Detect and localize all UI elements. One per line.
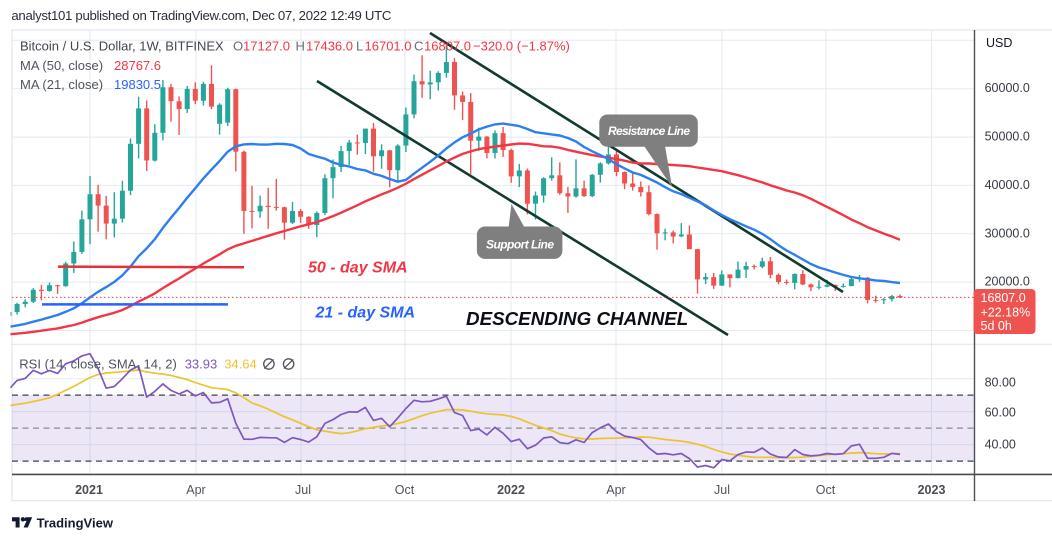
svg-text:33.93: 33.93	[185, 357, 218, 372]
svg-text:MA (21, close): MA (21, close)	[20, 77, 103, 92]
svg-text:O: O	[233, 39, 243, 54]
svg-text:USD: USD	[986, 36, 1012, 50]
svg-text:40000.0: 40000.0	[985, 178, 1030, 192]
svg-text:Apr: Apr	[606, 483, 625, 497]
svg-text:2021: 2021	[75, 483, 103, 497]
svg-text:Jul: Jul	[295, 483, 311, 497]
svg-text:H: H	[296, 39, 305, 54]
svg-text:Support Line: Support Line	[486, 238, 554, 252]
svg-text:20000.0: 20000.0	[985, 275, 1030, 289]
svg-text:MA (50, close): MA (50, close)	[20, 58, 103, 73]
svg-text:80.00: 80.00	[985, 376, 1016, 390]
svg-text:Bitcoin / U.S. Dollar, 1W, BIT: Bitcoin / U.S. Dollar, 1W, BITFINEX	[20, 39, 224, 54]
svg-text:16807.0: 16807.0	[424, 39, 471, 54]
svg-text:60000.0: 60000.0	[985, 81, 1030, 95]
svg-text:RSI (14, close, SMA, 14, 2): RSI (14, close, SMA, 14, 2)	[19, 357, 177, 372]
svg-text:DESCENDING CHANNEL: DESCENDING CHANNEL	[466, 308, 688, 329]
svg-text:16701.0: 16701.0	[365, 39, 412, 54]
svg-text:16807.0: 16807.0	[981, 291, 1026, 305]
svg-text:17127.0: 17127.0	[243, 39, 290, 54]
svg-text:19830.5: 19830.5	[114, 77, 161, 92]
svg-text:Oct: Oct	[816, 483, 836, 497]
svg-text:+22.18%: +22.18%	[981, 306, 1031, 320]
svg-text:60.00: 60.00	[985, 405, 1016, 419]
svg-text:TradingView: TradingView	[37, 516, 114, 531]
svg-text:analyst101 published on Tradin: analyst101 published on TradingView.com,…	[11, 8, 391, 23]
svg-text:Apr: Apr	[186, 483, 205, 497]
svg-text:40.00: 40.00	[985, 437, 1016, 451]
svg-text:−320.0 (−1.87%): −320.0 (−1.87%)	[473, 39, 570, 54]
svg-text:21 - day SMA: 21 - day SMA	[315, 305, 416, 322]
svg-text:30000.0: 30000.0	[985, 226, 1030, 240]
svg-text:50000.0: 50000.0	[985, 130, 1030, 144]
svg-text:5d 0h: 5d 0h	[981, 319, 1012, 333]
svg-text:Jul: Jul	[714, 483, 730, 497]
svg-text:50 - day SMA: 50 - day SMA	[308, 260, 408, 277]
svg-text:C: C	[414, 39, 423, 54]
svg-text:Resistance Line: Resistance Line	[608, 124, 690, 138]
svg-text:28767.6: 28767.6	[114, 58, 161, 73]
svg-text:2023: 2023	[918, 483, 946, 497]
svg-text:2022: 2022	[497, 483, 525, 497]
svg-text:34.64: 34.64	[224, 357, 257, 372]
svg-text:L: L	[356, 39, 363, 54]
svg-text:17436.0: 17436.0	[306, 39, 353, 54]
svg-text:Oct: Oct	[395, 483, 415, 497]
